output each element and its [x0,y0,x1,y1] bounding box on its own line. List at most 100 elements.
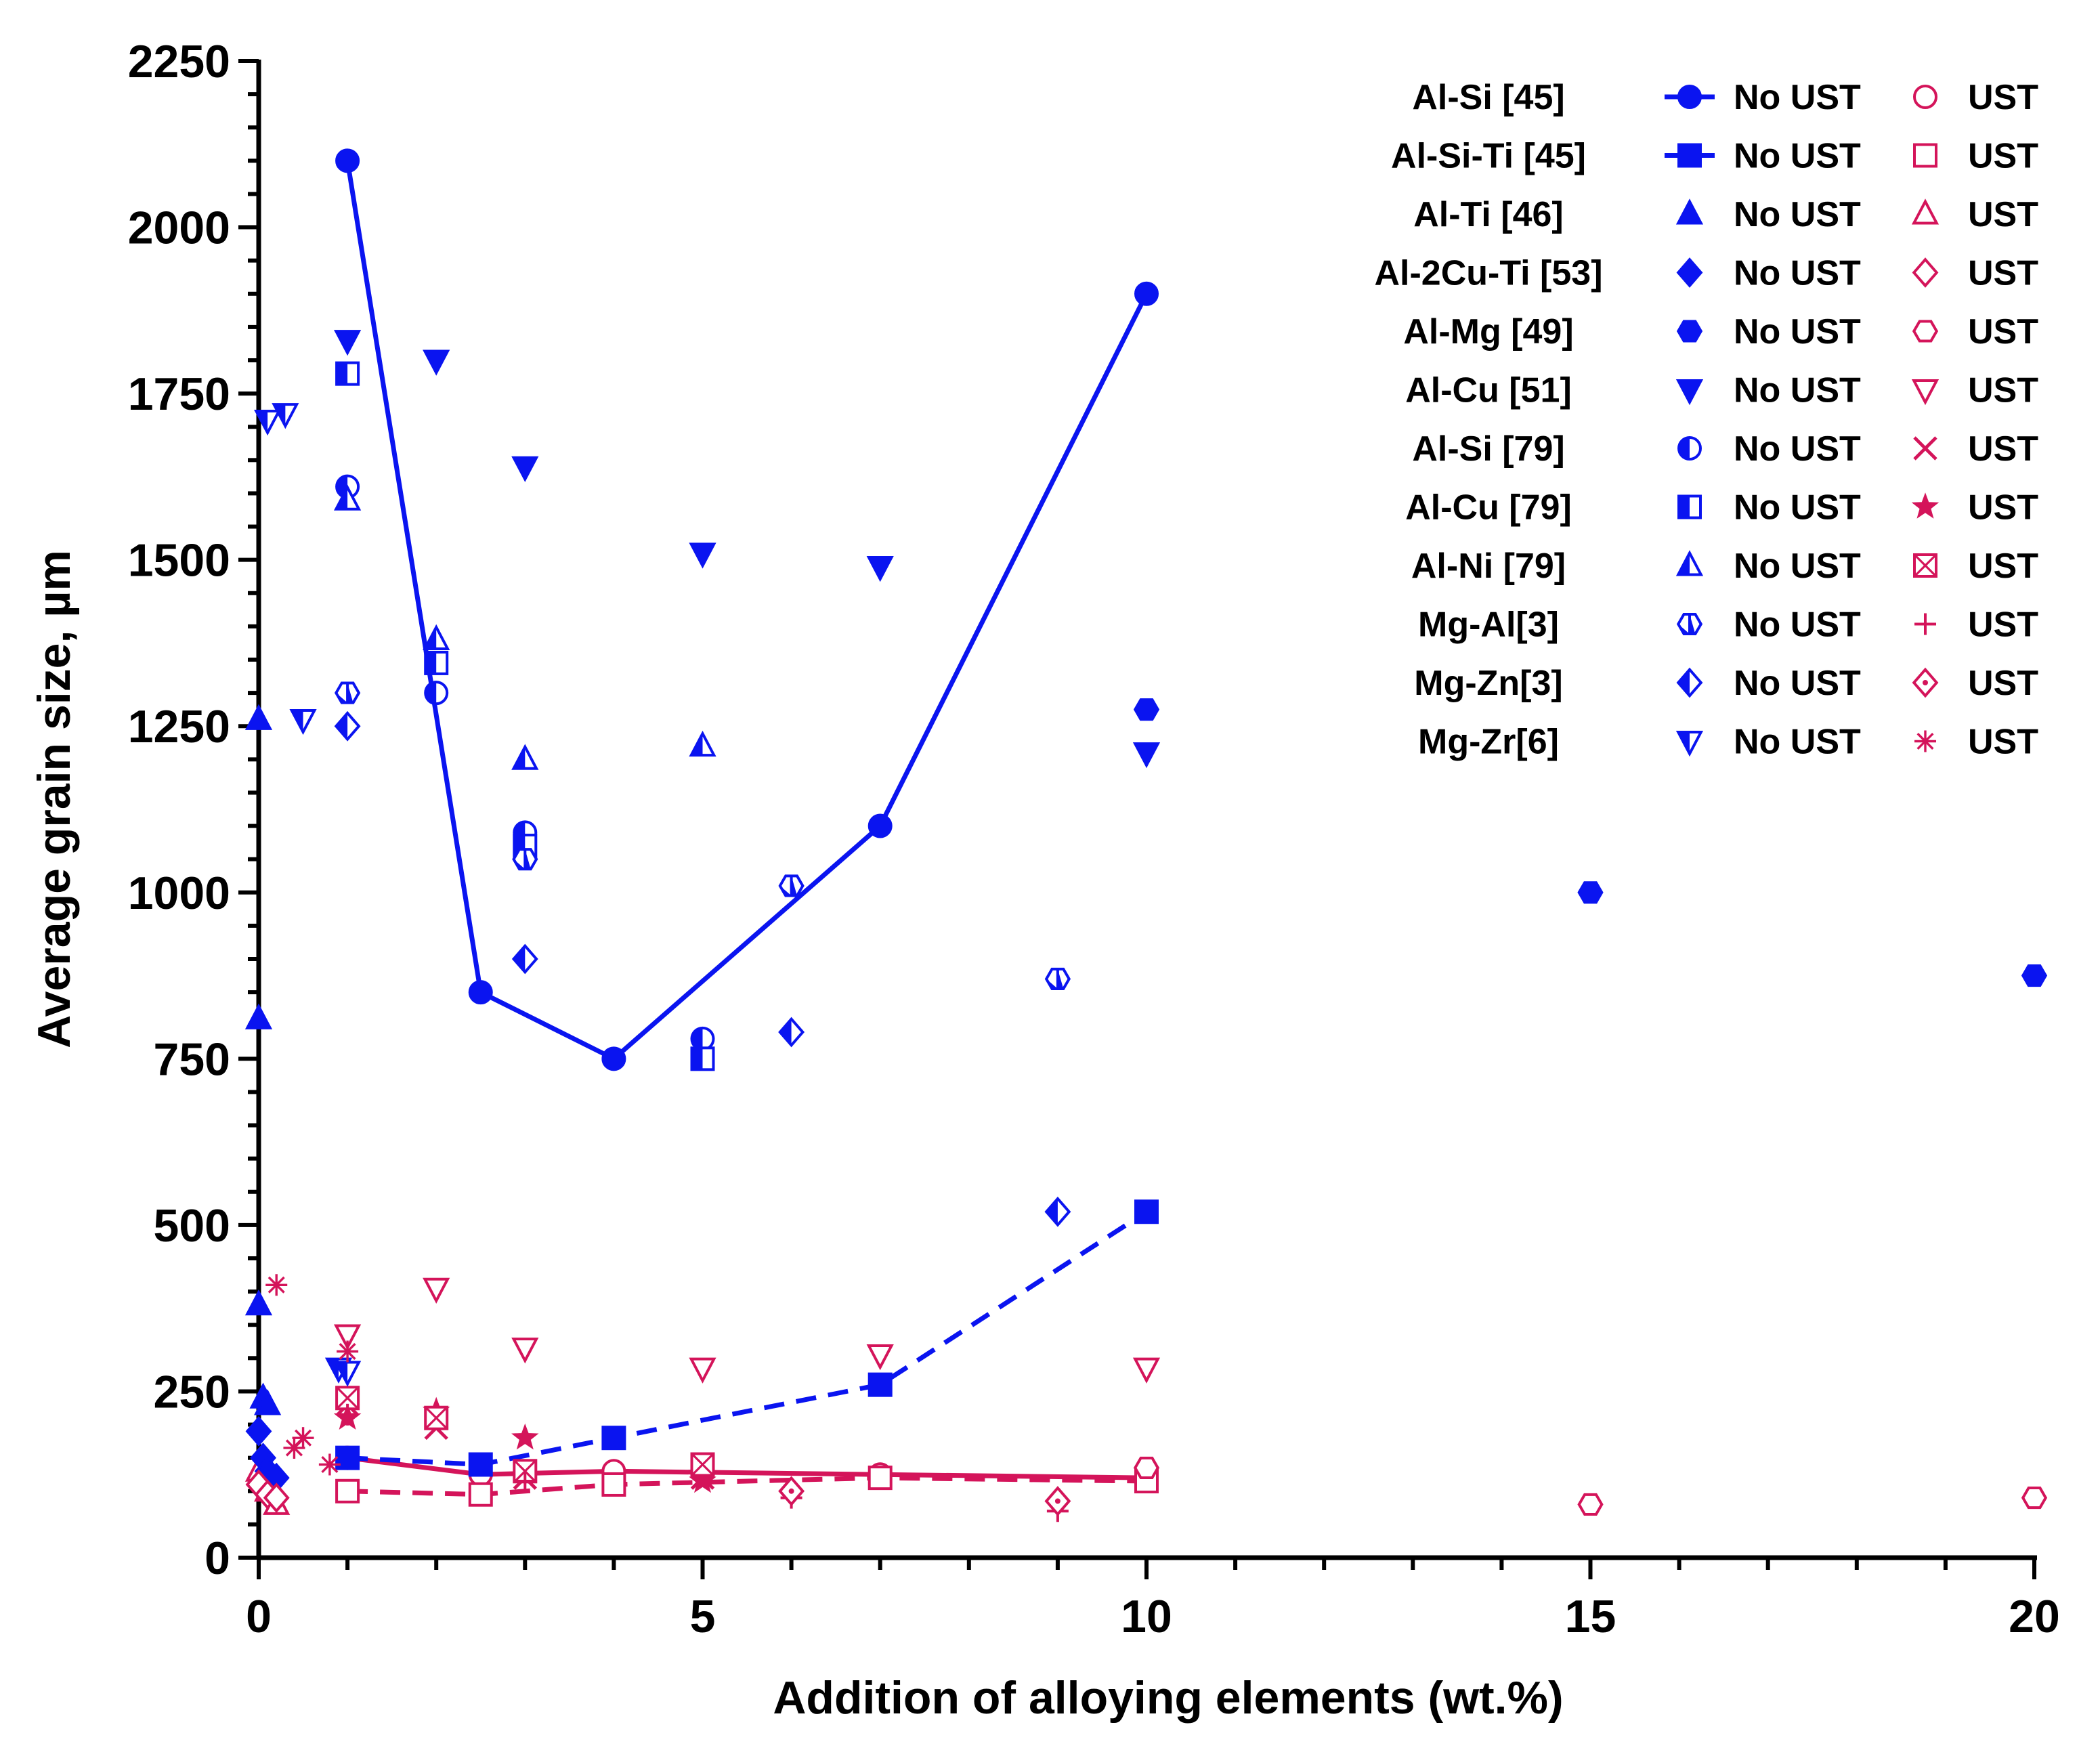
point-alsiti45-ust [867,1466,893,1491]
legend: Al-Si [45] No UST UST Al-Si-Ti [45] No UST US… [1374,78,2038,762]
legend-label-no-ust: No UST [1734,605,1861,645]
legend-series-name: Al-Si [79] [1412,429,1564,469]
legend-marker-no-ust [1675,550,1704,576]
point-mgal3-ust [514,1470,536,1493]
legend-marker-ust [1913,553,1937,578]
legend-marker-no-ust [1676,612,1703,636]
legend-series-name: Al-2Cu-Ti [53] [1374,254,1602,293]
point-almg49-ust [1577,1493,1604,1516]
point-mgzn3 [778,1017,805,1048]
legend-label-no-ust: No UST [1734,254,1861,293]
legend-series-name: Al-Cu [51] [1405,371,1572,410]
legend-marker-ust [1911,198,1940,225]
legend-label-ust: UST [1968,137,2038,176]
y-tick-label: 2250 [128,36,230,87]
legend-entry: Mg-Zn[3] No UST UST [1414,664,2038,703]
legend-entry: Al-Ti [46] No UST UST [1413,195,2038,234]
legend-label-ust: UST [1968,488,2038,528]
legend-entry: Al-Si [79] No UST UST [1412,429,2038,469]
series-alcu79 [335,361,715,1071]
point-alcu51 [511,456,539,482]
legend-marker-ust [1911,379,1940,406]
point-almg49-ust [2021,1487,2048,1510]
legend-marker-ust [1911,492,1940,519]
series-alcu51-ust [333,1277,1161,1384]
legend-label-no-ust: No UST [1734,195,1861,234]
series-mgal3 [334,681,1071,991]
legend-marker-ust [1914,730,1936,752]
point-alti46 [253,1389,282,1415]
point-mgzr6-ust [318,1453,341,1476]
point-mgzr6-ust [283,1436,305,1459]
legend-series-name: Mg-Zr[6] [1418,723,1559,762]
legend-label-no-ust: No UST [1734,664,1861,703]
legend-marker-no-ust [1675,731,1704,757]
legend-marker-ust [1912,320,1939,343]
point-alcu51 [866,556,894,582]
point-almg49-ust [1133,1456,1160,1479]
y-tick-label: 750 [154,1033,230,1085]
point-mgzn3 [1044,1196,1071,1227]
legend-label-ust: UST [1968,429,2038,469]
legend-label-ust: UST [1968,78,2038,117]
point-mgzr6-ust [337,1340,359,1363]
point-al2cuti53-ust [263,1482,290,1513]
legend-marker-no-ust [1677,436,1702,461]
point-alcu79 [335,361,360,386]
series-line-alsiti45 [347,1210,1148,1468]
y-axis-title: Average grain size, µm [28,550,80,1048]
point-mgal3 [512,848,538,871]
legend-marker-no-ust [1675,379,1704,406]
legend-entry: Mg-Al[3] No UST UST [1418,605,2038,645]
point-alti46 [244,1003,273,1029]
legend-series-name: Al-Mg [49] [1403,312,1573,351]
point-alcu51-ust [333,1324,362,1350]
legend-label-no-ust: No UST [1734,547,1861,586]
point-alcu51-ust [689,1357,716,1384]
point-alcu51 [1132,742,1161,769]
point-mgzn3 [334,710,361,742]
point-al2cuti53 [245,1416,272,1447]
legend-marker-ust [1913,143,1937,168]
legend-series-name: Al-Ti [46] [1413,195,1564,234]
series-lines [345,160,1149,1497]
point-alcu79-ust [689,1466,716,1493]
legend-marker-no-ust [1676,257,1703,288]
point-mgzr6 [333,1361,362,1387]
x-tick-label: 0 [246,1591,272,1642]
legend-entry: Al-Cu [51] No UST UST [1405,371,2038,410]
series-alsiti45-ust [335,1466,1159,1507]
point-alti46 [244,704,273,730]
point-mgal3 [1044,967,1071,991]
y-tick-label: 250 [154,1366,230,1417]
x-tick-label: 10 [1121,1591,1172,1642]
legend-marker-no-ust [1676,320,1703,343]
series-mgzn3-ust [778,1476,1071,1516]
point-alsi79 [424,681,449,706]
legend-series-name: Al-Ni [79] [1411,547,1566,586]
x-axis-title: Addition of alloying elements (wt.%) [773,1672,1563,1724]
legend-marker-ust [1913,436,1937,461]
legend-entry: Al-2Cu-Ti [53] No UST UST [1374,254,2038,293]
legend-label-ust: UST [1968,547,2038,586]
data-points [244,148,2048,1522]
point-alsi45 [867,813,893,838]
point-alcu51 [423,349,450,376]
series-alti46 [244,704,282,1415]
y-tick-label: 500 [154,1200,230,1252]
series-al2cuti53-ust [245,1469,290,1513]
point-alni79 [511,744,539,770]
y-tick-label: 0 [205,1533,230,1584]
legend-marker-ust [1912,667,1939,698]
legend-series-name: Al-Si-Ti [45] [1391,137,1586,176]
point-alsiti45 [468,1452,493,1477]
legend-marker-no-ust [1677,494,1702,519]
point-mgzn3 [511,943,538,975]
point-alsiti45-ust [468,1482,493,1507]
legend-label-ust: UST [1968,723,2038,762]
series-alsiti45 [335,1199,1159,1477]
point-alcu79-ust [511,1423,539,1450]
legend-label-ust: UST [1968,605,2038,645]
legend-label-no-ust: No UST [1734,488,1861,528]
point-alcu51 [333,330,362,356]
